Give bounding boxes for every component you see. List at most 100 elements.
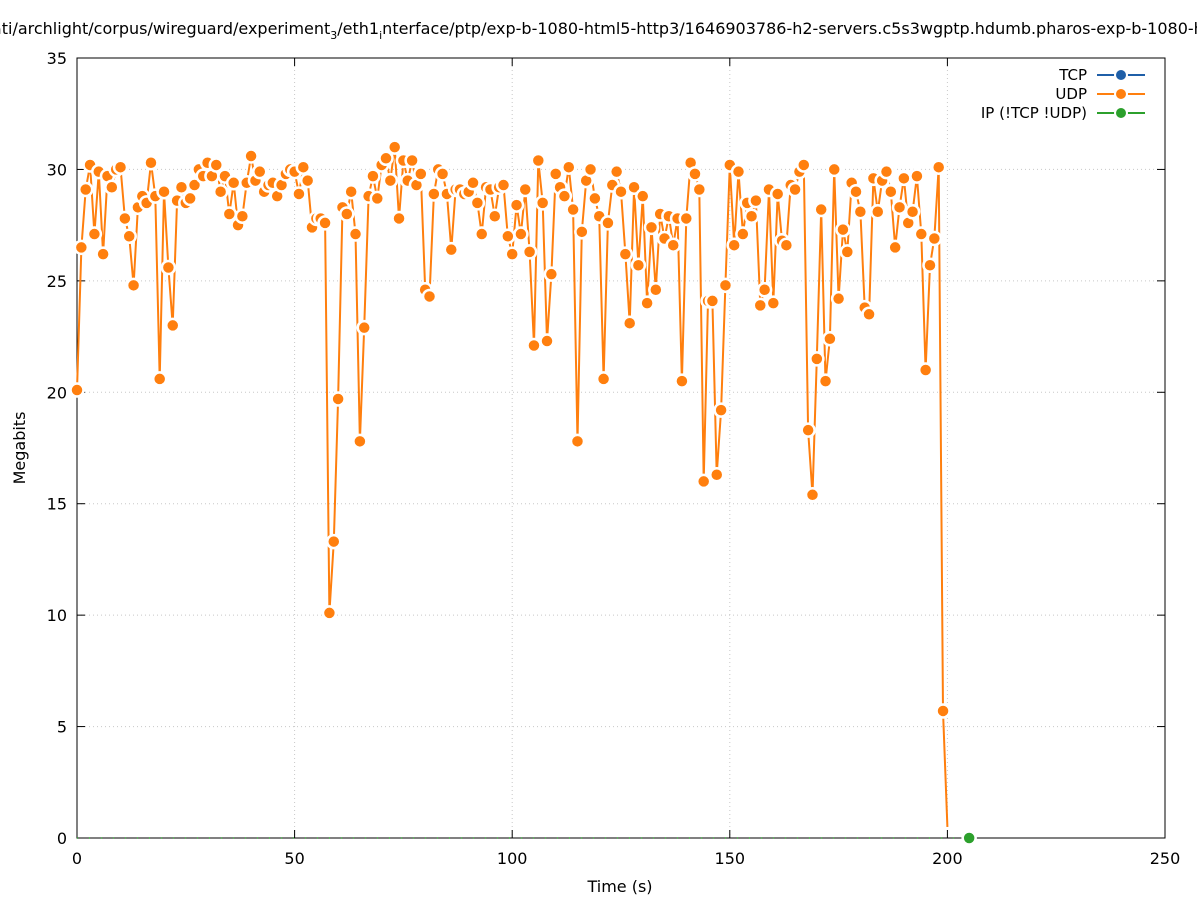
udp-data-point <box>648 282 664 298</box>
legend-marker <box>1114 87 1128 101</box>
udp-data-point <box>796 157 812 173</box>
udp-data-point <box>426 186 442 202</box>
udp-data-point <box>769 186 786 202</box>
udp-data-point <box>878 163 895 180</box>
udp-data-point <box>321 605 338 621</box>
udp-data-point <box>143 154 159 171</box>
udp-data-point <box>208 157 225 173</box>
udp-data-point <box>613 183 629 200</box>
udp-data-point <box>896 170 912 187</box>
udp-data-point <box>556 188 573 204</box>
plot-frame <box>76 57 1166 839</box>
udp-data-point <box>125 277 142 294</box>
udp-data-point <box>504 246 520 262</box>
udp-data-point <box>830 290 847 307</box>
udp-data-point <box>926 230 943 247</box>
udp-data-point <box>173 179 190 196</box>
udp-data-point <box>639 295 655 311</box>
udp-data-point <box>112 159 129 175</box>
udp-data-point <box>443 241 460 258</box>
udp-data-point <box>717 277 734 294</box>
udp-data-point <box>225 175 242 191</box>
x-tick-label: 0 <box>72 849 82 868</box>
udp-data-point <box>413 166 429 182</box>
y-tick-label: 25 <box>47 272 67 291</box>
udp-data-point <box>861 306 877 323</box>
udp-data-point <box>365 168 381 184</box>
udp-data-point <box>787 181 803 198</box>
udp-data-point <box>822 331 838 347</box>
udp-data-point <box>748 192 764 209</box>
legend-marker <box>1114 68 1128 82</box>
udp-data-point <box>356 319 372 336</box>
udp-data-point <box>317 215 333 231</box>
udp-data-point <box>600 215 616 231</box>
udp-data-point <box>835 221 851 238</box>
udp-data-point <box>870 204 886 220</box>
udp-data-point <box>487 208 503 224</box>
udp-data-point <box>752 297 769 314</box>
legend-label: TCP <box>1058 66 1087 84</box>
udp-data-point <box>526 337 542 354</box>
udp-data-point <box>804 487 821 503</box>
udp-data-point <box>809 351 825 367</box>
udp-data-point <box>117 210 133 227</box>
udp-data-point <box>726 237 742 253</box>
udp-data-point <box>151 371 168 387</box>
udp-data-point <box>826 161 842 178</box>
udp-data-point <box>291 186 307 202</box>
udp-data-point <box>735 226 751 242</box>
udp-data-point <box>495 177 512 193</box>
udp-data-point <box>160 259 177 276</box>
udp-data-point <box>582 161 599 178</box>
udp-data-point <box>182 190 198 207</box>
udp-data-point <box>243 148 259 164</box>
udp-data-point <box>635 188 651 204</box>
udp-data-point <box>917 362 934 378</box>
y-tick-label: 5 <box>57 718 67 737</box>
udp-data-point <box>904 204 921 220</box>
udp-data-point <box>69 382 85 398</box>
udp-data-point <box>704 293 721 309</box>
y-axis-title: Megabits <box>10 412 29 485</box>
udp-data-point <box>404 152 420 169</box>
udp-data-point <box>561 159 577 175</box>
udp-data-point <box>378 150 394 167</box>
udp-data-point <box>691 181 708 198</box>
chart-title: /home/jnejati/archlight/corpus/wireguard… <box>0 19 1197 42</box>
udp-data-point <box>121 228 137 245</box>
udp-data-point <box>778 237 795 253</box>
legend-marker <box>1114 106 1128 120</box>
udp-data-point <box>891 199 908 216</box>
udp-data-point <box>530 152 547 169</box>
udp-data-point <box>643 219 660 236</box>
udp-data-point <box>508 197 525 213</box>
udp-data-point <box>186 177 203 193</box>
udp-data-point <box>817 373 834 389</box>
udp-data-point <box>743 208 760 224</box>
udp-data-point <box>156 183 172 200</box>
udp-data-point <box>539 333 555 349</box>
udp-data-point <box>212 183 229 200</box>
udp-data-point <box>848 183 864 200</box>
udp-data-point <box>909 168 925 184</box>
udp-data-point <box>473 226 490 242</box>
legend-label: IP (!TCP !UDP) <box>981 104 1087 122</box>
udp-data-point <box>534 195 551 211</box>
udp-data-point <box>382 172 399 189</box>
udp-data-point <box>887 239 903 256</box>
y-tick-label: 10 <box>47 606 67 625</box>
udp-data-point <box>104 179 120 196</box>
x-tick-label: 150 <box>715 849 746 868</box>
y-tick-label: 0 <box>57 829 67 848</box>
udp-data-point <box>521 244 538 260</box>
udp-data-point <box>421 288 438 305</box>
udp-data-point <box>813 201 829 218</box>
x-tick-label: 100 <box>497 849 528 868</box>
udp-data-point <box>852 204 869 220</box>
udp-data-point <box>730 163 747 180</box>
udp-data-point <box>339 206 355 222</box>
udp-data-point <box>221 206 238 222</box>
